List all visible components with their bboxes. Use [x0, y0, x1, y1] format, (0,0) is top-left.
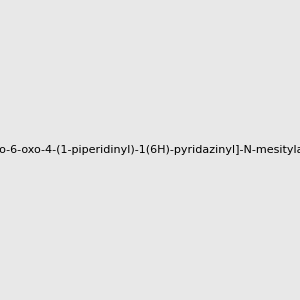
Text: 2-[5-chloro-6-oxo-4-(1-piperidinyl)-1(6H)-pyridazinyl]-N-mesitylacetamide: 2-[5-chloro-6-oxo-4-(1-piperidinyl)-1(6H…	[0, 145, 300, 155]
